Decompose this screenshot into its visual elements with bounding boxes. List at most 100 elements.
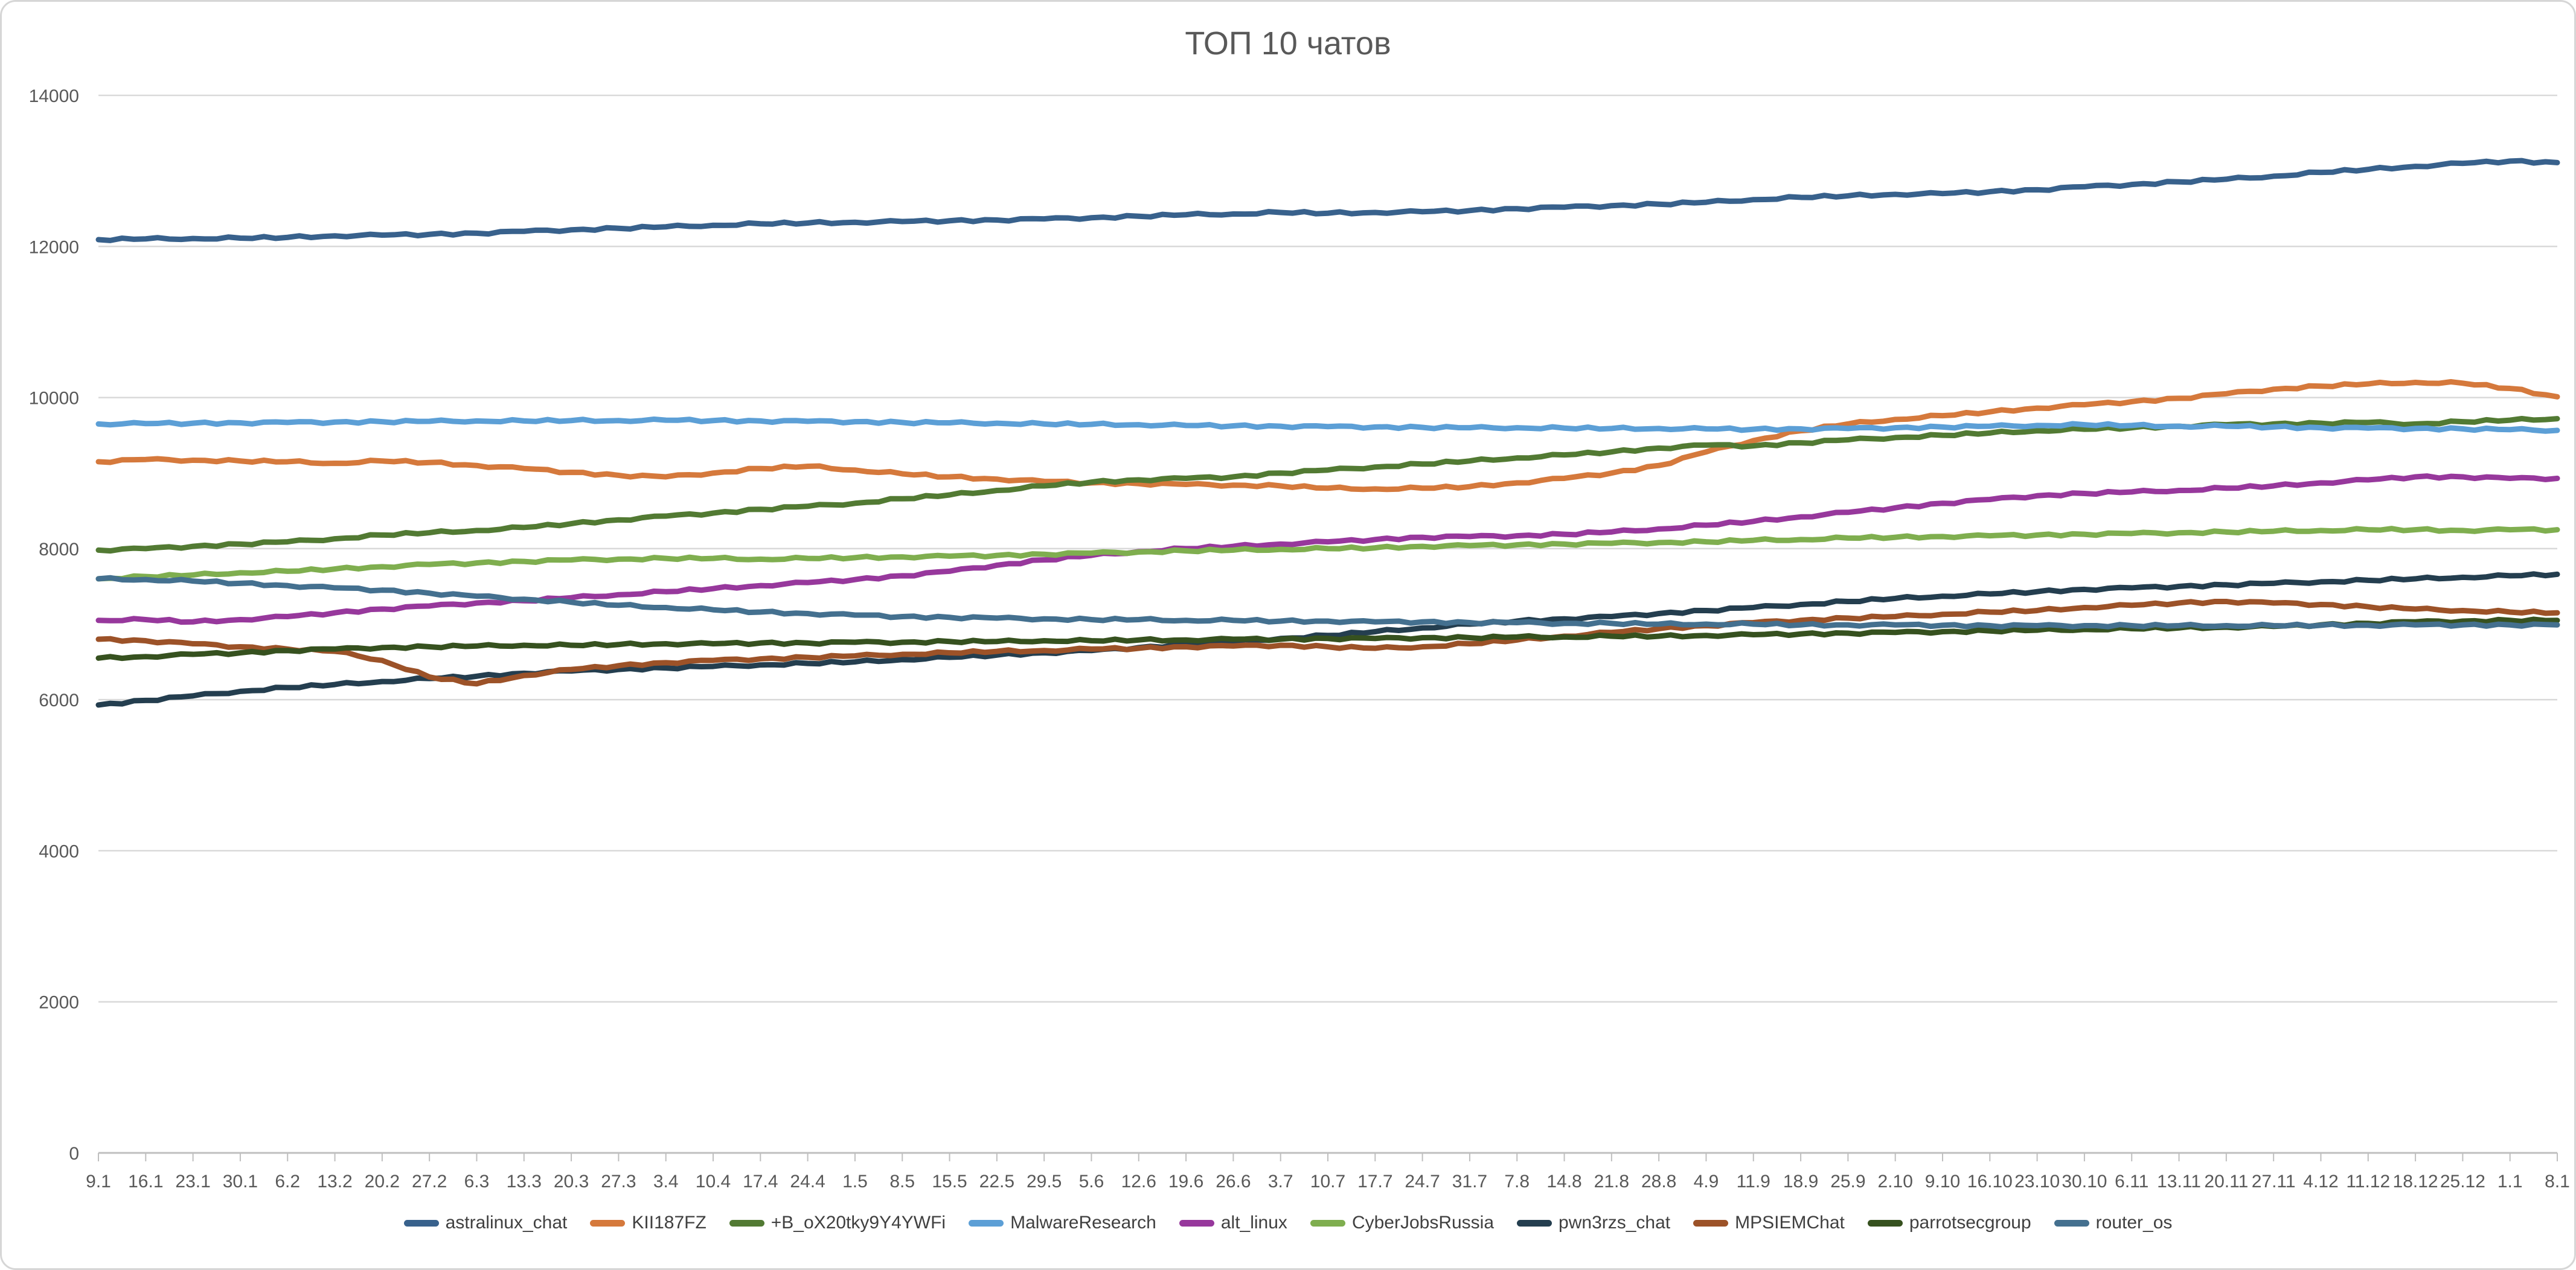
- x-axis-label: 27.3: [601, 1172, 636, 1192]
- x-axis-label: 25.12: [2440, 1172, 2485, 1192]
- legend-label: MalwareResearch: [1010, 1213, 1156, 1233]
- x-axis-label: 15.5: [932, 1172, 967, 1192]
- x-axis-label: 16.10: [1967, 1172, 2013, 1192]
- x-axis-label: 16.1: [128, 1172, 163, 1192]
- y-axis-label: 0: [69, 1144, 79, 1164]
- series-line-KII187FZ: [95, 378, 2560, 493]
- legend-label: router_os: [2095, 1213, 2173, 1233]
- legend-label: CyberJobsRussia: [1351, 1213, 1495, 1233]
- x-axis-label: 17.4: [743, 1172, 778, 1192]
- legend-swatch: [729, 1219, 764, 1227]
- x-axis-label: 21.8: [1594, 1172, 1629, 1192]
- legend-label: KII187FZ: [632, 1213, 706, 1233]
- series-line-MalwareResearch: [95, 416, 2560, 434]
- x-axis-label: 27.11: [2252, 1172, 2296, 1192]
- x-axis-label: 6.11: [2115, 1172, 2148, 1192]
- x-axis-label: 13.3: [507, 1172, 542, 1192]
- x-axis-label: 18.12: [2393, 1172, 2438, 1192]
- y-axis-label: 10000: [29, 389, 79, 409]
- legend-swatch: [590, 1219, 626, 1227]
- line-plot: 0 2000 4000 6000 8000 10000 12000 14000 9.1 16.1 2…: [29, 86, 2570, 1192]
- x-axis-label: 20.3: [554, 1172, 589, 1192]
- x-axis-label: 1.1: [2498, 1172, 2523, 1192]
- x-axis-label: 20.2: [365, 1172, 400, 1192]
- x-axis-label: 1.5: [842, 1172, 868, 1192]
- x-axis-label: 14.8: [1546, 1172, 1581, 1192]
- x-axis-label: 30.1: [223, 1172, 258, 1192]
- x-axis-label: 11.12: [2346, 1172, 2390, 1192]
- x-axis-label: 2.10: [1877, 1172, 1912, 1192]
- legend-item: alt_linux: [1179, 1213, 1287, 1233]
- legend-item: parrotsecgroup: [1867, 1213, 2031, 1233]
- legend-item: KII187FZ: [590, 1213, 706, 1233]
- x-axis-label: 23.1: [175, 1172, 210, 1192]
- x-axis-label: 8.5: [889, 1172, 915, 1192]
- series-line-router_os: [95, 575, 2560, 630]
- x-axis-label: 28.8: [1641, 1172, 1676, 1192]
- x-axis-label: 6.2: [275, 1172, 300, 1192]
- legend-label: alt_linux: [1220, 1213, 1287, 1233]
- legend-swatch: [1179, 1219, 1214, 1227]
- legend-swatch: [403, 1219, 439, 1227]
- series-line-astralinux_chat: [95, 158, 2560, 243]
- x-axis-label: 13.2: [317, 1172, 352, 1192]
- y-axis-label: 2000: [39, 993, 79, 1013]
- x-axis-label: 24.4: [790, 1172, 825, 1192]
- y-axis-label: 4000: [39, 841, 79, 861]
- x-axis-label: 25.9: [1830, 1172, 1865, 1192]
- x-axis-label: 30.10: [2062, 1172, 2107, 1192]
- x-axis-label: 9.10: [1925, 1172, 1960, 1192]
- legend-item: MPSIEMChat: [1693, 1213, 1845, 1233]
- legend-item: CyberJobsRussia: [1310, 1213, 1494, 1233]
- x-axis-label: 6.3: [464, 1172, 490, 1192]
- x-axis-label: 12.6: [1121, 1172, 1156, 1192]
- series-line-CyberJobsRussia: [95, 526, 2560, 582]
- legend-item: pwn3rzs_chat: [1517, 1213, 1670, 1233]
- x-axis-label: 29.5: [1027, 1172, 1062, 1192]
- legend-item: MalwareResearch: [969, 1213, 1156, 1233]
- x-axis-label: 11.9: [1737, 1172, 1770, 1192]
- x-axis-label: 22.5: [979, 1172, 1014, 1192]
- legend-swatch: [1517, 1219, 1552, 1227]
- x-axis-label: 26.6: [1216, 1172, 1251, 1192]
- legend-swatch: [1310, 1219, 1345, 1227]
- legend-label: astralinux_chat: [445, 1213, 568, 1233]
- x-axis-label: 4.12: [2303, 1172, 2338, 1192]
- x-axis-label: 17.7: [1357, 1172, 1392, 1192]
- x-axis-label: 10.7: [1310, 1172, 1345, 1192]
- legend-item: +B_oX20tky9Y4YWFi: [729, 1213, 946, 1233]
- x-axis-label: 19.6: [1168, 1172, 1203, 1192]
- legend-item: router_os: [2054, 1213, 2173, 1233]
- x-axis-label: 3.7: [1268, 1172, 1293, 1192]
- legend-label: MPSIEMChat: [1735, 1213, 1845, 1233]
- x-axis-label: 9.1: [86, 1172, 111, 1192]
- chart-title: ТОП 10 чатов: [1185, 25, 1391, 62]
- x-axis-label: 18.9: [1783, 1172, 1818, 1192]
- y-axis-label: 6000: [39, 691, 79, 710]
- legend-swatch: [2054, 1219, 2089, 1227]
- y-axis-label: 8000: [39, 540, 79, 560]
- x-axis-label: 27.2: [412, 1172, 447, 1192]
- chart-legend: astralinux_chat KII187FZ +B_oX20tky9Y4YWFi…: [2, 1213, 2574, 1233]
- legend-item: astralinux_chat: [403, 1213, 568, 1233]
- x-axis-label: 24.7: [1405, 1172, 1440, 1192]
- series-line-MPSIEMChat: [95, 598, 2560, 687]
- x-axis-label: 7.8: [1504, 1172, 1530, 1192]
- legend-swatch: [1867, 1219, 1903, 1227]
- x-axis-label: 13.11: [2157, 1172, 2201, 1192]
- legend-label: +B_oX20tky9Y4YWFi: [771, 1213, 946, 1233]
- x-axis-label: 8.1: [2545, 1172, 2570, 1192]
- y-axis-label: 12000: [29, 237, 79, 257]
- y-axis-label: 14000: [29, 86, 79, 106]
- series-line-pwn3rzs_chat: [95, 571, 2560, 708]
- legend-swatch: [969, 1219, 1004, 1227]
- x-axis-label: 20.11: [2204, 1172, 2248, 1192]
- x-axis-label: 3.4: [653, 1172, 679, 1192]
- x-axis-label: 23.10: [2014, 1172, 2060, 1192]
- x-axis-label: 31.7: [1452, 1172, 1487, 1192]
- legend-label: pwn3rzs_chat: [1559, 1213, 1671, 1233]
- legend-swatch: [1693, 1219, 1729, 1227]
- x-axis-label: 5.6: [1079, 1172, 1104, 1192]
- x-axis-label: 10.4: [696, 1172, 731, 1192]
